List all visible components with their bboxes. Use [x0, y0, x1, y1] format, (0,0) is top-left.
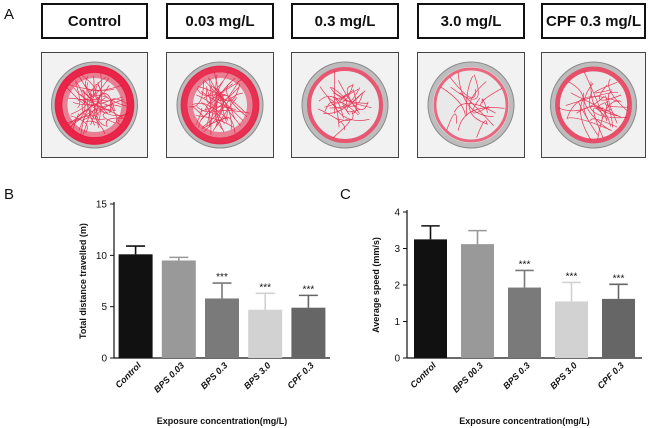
speed-x-axis-title: Exposure concentration(mg/L)	[459, 416, 590, 426]
speed-x-tick-label: BPS 00.3	[451, 360, 485, 394]
panel-label-c: C	[340, 186, 351, 203]
swim-tracks	[440, 72, 505, 138]
panel-label-b: B	[4, 186, 15, 203]
swim-tracks	[557, 71, 629, 141]
wall-track	[180, 65, 260, 145]
dish-interior	[433, 67, 509, 143]
distance-bar	[291, 307, 326, 358]
distance-x-axis-title: Exposure concentration(mg/L)	[157, 416, 288, 426]
condition-label-30: 3.0 mg/L	[417, 3, 525, 39]
speed-y-tick-label: 1	[394, 317, 400, 328]
distance-y-tick-label: 5	[101, 302, 107, 313]
speed-bar	[508, 287, 541, 358]
speed-y-axis-title: Average speed (mm/s)	[371, 237, 381, 333]
swim-tracks	[189, 71, 251, 136]
distance-y-tick-label: 10	[96, 251, 108, 262]
wall-track	[555, 66, 632, 144]
swim-tracks	[317, 70, 372, 139]
speed-y-tick-label: 4	[394, 208, 400, 219]
wall-track	[306, 66, 384, 144]
distance-bar	[248, 309, 283, 358]
distance-bar	[205, 298, 239, 358]
speed-bar	[414, 239, 447, 358]
speed-bar	[555, 301, 588, 358]
wall-track	[433, 67, 509, 143]
distance-x-tick-label: BPS 0.3	[199, 360, 230, 391]
speed-y-tick-label: 3	[394, 244, 400, 255]
distance-significance: ***	[303, 284, 315, 295]
dish-image-control	[41, 52, 148, 158]
speed-x-tick-label: BPS 0.3	[501, 360, 532, 391]
distance-y-tick-label: 0	[101, 354, 107, 365]
distance-bar-chart: 0 5 10 15 Control BPS 0.03 *** BPS 0.3 *** BPS 3.…	[78, 200, 330, 426]
distance-significance: ***	[216, 272, 228, 283]
speed-significance: ***	[613, 273, 625, 284]
distance-x-tick-label: BPS 3.0	[242, 360, 273, 391]
dish-image-30	[417, 52, 525, 158]
speed-significance: ***	[566, 271, 578, 282]
panel-label-a: A	[4, 6, 15, 23]
wall-track	[54, 65, 135, 145]
speed-y-tick-label: 2	[394, 281, 400, 292]
dish-image-03	[291, 52, 399, 158]
dish-interior	[307, 67, 383, 143]
dish-image-cpf	[541, 52, 646, 158]
distance-y-tick-label: 15	[96, 200, 108, 211]
condition-label-cpf: CPF 0.3 mg/L	[541, 3, 646, 39]
speed-significance: ***	[519, 259, 531, 270]
distance-x-tick-label: CPF 0.3	[285, 360, 315, 390]
distance-x-tick-label: BPS 0.03	[152, 360, 186, 394]
speed-x-tick-label: Control	[408, 360, 438, 390]
condition-label-control: Control	[41, 3, 148, 39]
speed-bar-chart: 0 1 2 3 4 Control BPS 00.3 *** BPS 0.3 *** BPS 3.0…	[371, 208, 642, 426]
speed-x-tick-label: CPF 0.3	[595, 360, 625, 390]
distance-y-axis-title: Total distance travelled (m)	[78, 223, 88, 339]
speed-y-tick-label: 0	[394, 354, 400, 365]
speed-bar	[461, 244, 494, 358]
distance-significance: ***	[259, 282, 271, 293]
speed-x-tick-label: BPS 3.0	[548, 360, 579, 391]
distance-x-tick-label: Control	[113, 360, 143, 390]
distance-bar	[161, 260, 196, 358]
condition-label-003: 0.03 mg/L	[166, 3, 274, 39]
condition-label-03: 0.3 mg/L	[291, 3, 399, 39]
distance-bar	[118, 254, 153, 358]
dish-image-003	[166, 52, 274, 158]
speed-bar	[602, 298, 635, 358]
